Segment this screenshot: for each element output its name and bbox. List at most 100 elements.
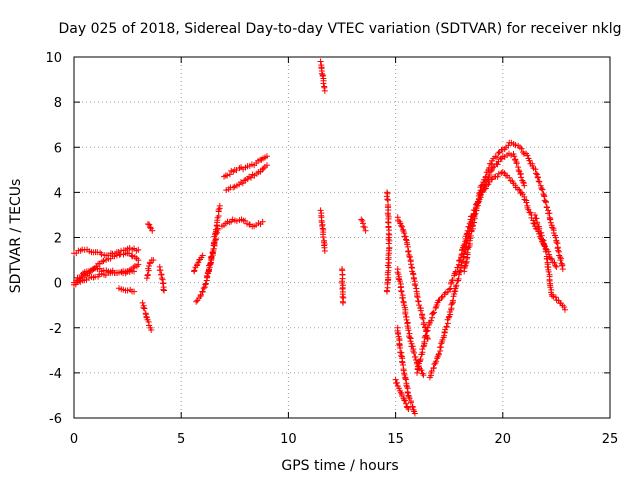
data-point-track-g3 — [461, 263, 468, 270]
data-point-track-d2 — [239, 180, 246, 187]
data-point-track-e1 — [320, 80, 327, 87]
data-point-track-g2 — [461, 241, 468, 248]
x-tick-label: 20 — [495, 432, 512, 447]
data-point-track-e5 — [384, 196, 391, 203]
data-point-track-f1 — [398, 222, 405, 229]
x-axis-label: GPS time / hours — [281, 458, 398, 474]
data-point-track-d2 — [259, 166, 266, 173]
data-point-track-d2 — [247, 174, 254, 181]
data-point-track-g3 — [512, 142, 519, 149]
data-point-track-g3 — [475, 198, 482, 205]
data-point-track-g1 — [442, 326, 449, 333]
data-point-track-e1 — [317, 58, 324, 65]
data-point-track-a3 — [81, 269, 88, 276]
data-point-track-b1 — [145, 318, 152, 325]
data-point-track-g3 — [543, 204, 550, 211]
data-point-track-e3 — [340, 294, 347, 301]
data-point-track-g2 — [417, 356, 424, 363]
data-point-track-b3 — [146, 260, 153, 267]
data-point-track-g1 — [449, 300, 456, 307]
data-point-track-f1 — [407, 261, 414, 268]
data-point-track-a4 — [114, 269, 121, 276]
data-point-track-f4 — [401, 397, 408, 404]
data-point-track-g3 — [539, 186, 546, 193]
data-point-track-f3 — [400, 367, 407, 374]
data-point-track-g3 — [515, 142, 522, 149]
data-point-track-g3 — [536, 178, 543, 185]
data-point-track-e5 — [386, 244, 393, 251]
data-point-track-f2 — [402, 310, 409, 317]
data-point-track-f1 — [405, 248, 412, 255]
data-point-track-g3 — [518, 145, 525, 152]
chart-title: Day 025 of 2018, Sidereal Day-to-day VTE… — [59, 21, 622, 37]
data-point-track-g2 — [509, 178, 516, 185]
data-point-track-c2 — [203, 272, 210, 279]
data-point-track-g3 — [535, 178, 542, 185]
data-point-track-g3 — [482, 174, 489, 181]
data-point-track-g1 — [515, 164, 522, 171]
data-point-track-g2 — [481, 186, 488, 193]
data-point-track-g2 — [464, 230, 471, 237]
data-point-track-a2 — [100, 258, 107, 265]
data-point-track-g3 — [467, 232, 474, 239]
data-point-track-g4 — [531, 211, 538, 218]
data-point-track-d1 — [240, 166, 247, 173]
data-point-track-g3 — [533, 170, 540, 177]
data-point-track-d3 — [238, 216, 245, 223]
data-point-track-f3 — [411, 408, 418, 415]
data-point-track-g3 — [495, 150, 502, 157]
data-point-track-b2 — [146, 221, 153, 228]
data-point-track-c2 — [216, 205, 223, 212]
data-point-track-f2 — [399, 294, 406, 301]
data-point-track-g2 — [519, 191, 526, 198]
data-point-track-d3 — [249, 223, 256, 230]
data-point-track-g4 — [561, 306, 568, 313]
axis-ticks: 0 5 10 15 20 25 -6 -4 -2 0 2 4 6 8 10 — [45, 51, 618, 447]
data-point-track-g1 — [433, 358, 440, 365]
data-point-track-a4 — [83, 276, 90, 283]
y-tick-label: 0 — [54, 277, 62, 292]
data-point-track-g4 — [533, 215, 540, 222]
data-point-track-g2 — [428, 317, 435, 324]
data-point-track-c1 — [202, 280, 209, 287]
data-point-track-c2 — [212, 226, 219, 233]
y-tick-label: -6 — [49, 412, 62, 427]
data-point-track-f1 — [417, 307, 424, 314]
data-point-track-g4 — [536, 225, 543, 232]
data-point-track-d1 — [261, 154, 268, 161]
data-point-track-g3 — [505, 142, 512, 149]
data-point-track-g3 — [547, 219, 554, 226]
data-point-track-g2 — [446, 286, 453, 293]
data-point-track-g4 — [547, 284, 554, 291]
data-point-track-g3 — [488, 161, 495, 168]
data-point-track-e5 — [384, 210, 391, 217]
data-point-track-g3 — [559, 266, 566, 273]
data-point-track-g4 — [542, 248, 549, 255]
data-point-track-b4 — [157, 267, 164, 274]
data-point-track-g1 — [451, 288, 458, 295]
y-tick-label: 8 — [54, 96, 62, 111]
data-point-track-g1 — [508, 152, 515, 159]
data-point-track-g3 — [486, 164, 493, 171]
data-point-track-d1 — [251, 162, 258, 169]
data-point-track-f3 — [395, 331, 402, 338]
data-point-track-g2 — [455, 257, 462, 264]
data-point-track-g3 — [471, 211, 478, 218]
data-point-track-c1 — [199, 288, 206, 295]
data-points — [71, 58, 568, 417]
data-point-track-e1 — [321, 84, 328, 91]
data-point-track-d1 — [224, 172, 231, 179]
data-point-track-g3 — [543, 199, 550, 206]
data-point-track-g2 — [452, 268, 459, 275]
data-point-track-f1 — [416, 302, 423, 309]
data-point-track-f2 — [406, 334, 413, 341]
data-point-track-d1 — [233, 167, 240, 174]
data-point-track-g1 — [513, 160, 520, 167]
data-point-track-f4 — [394, 379, 401, 386]
data-point-track-d3 — [257, 221, 264, 228]
data-point-track-g2 — [421, 338, 428, 345]
data-point-track-g3 — [469, 222, 476, 229]
data-point-track-g3 — [506, 139, 513, 146]
data-point-track-e5 — [385, 240, 392, 247]
y-tick-label: 2 — [54, 232, 62, 247]
